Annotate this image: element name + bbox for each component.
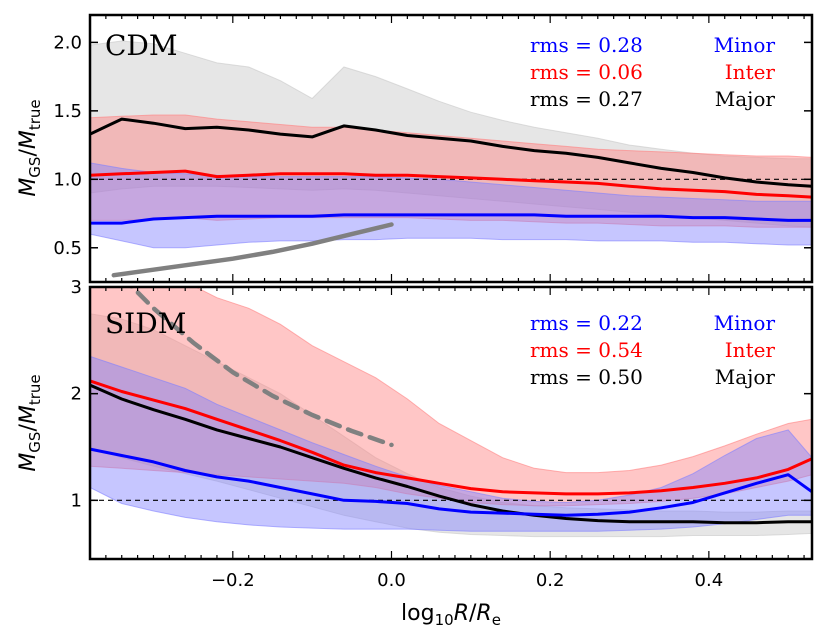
sidm-frame xyxy=(88,285,814,561)
cdm-band-minor xyxy=(90,162,812,249)
sidm-y-axis: 1 2 3 xyxy=(71,277,812,511)
cdm-line-minor xyxy=(90,213,812,225)
sidm-band-major xyxy=(90,313,812,538)
sidm-guide-curve xyxy=(129,287,394,448)
cdm-panel: 0.5 1.0 1.5 2.0 CDM rms = 0.28 Minor rms = … xyxy=(16,13,814,284)
sidm-line-inter xyxy=(90,379,812,496)
cdm-legend-major-name: Major xyxy=(715,87,776,111)
cdm-ytick-label: 2.0 xyxy=(53,32,82,53)
cdm-title: CDM xyxy=(105,29,178,62)
sidm-line-major xyxy=(90,383,812,525)
sidm-legend-major-rms: rms = 0.50 xyxy=(530,365,643,389)
sidm-y-axis-label: MGS/Mtrue xyxy=(16,374,44,471)
cdm-lines xyxy=(90,117,812,225)
cdm-frame xyxy=(88,13,814,284)
sidm-panel: 1 2 3 −0.2 0.0 0.2 0.4 SIDM rms = 0.22 Minor … xyxy=(16,277,814,629)
cdm-legend-major-rms: rms = 0.27 xyxy=(530,87,643,111)
cdm-legend-inter-rms: rms = 0.06 xyxy=(530,60,643,84)
cdm-ytick-label: 0.5 xyxy=(53,238,82,259)
sidm-ytick-label: 3 xyxy=(71,277,82,298)
cdm-line-inter xyxy=(90,169,812,199)
sidm-xtick-label: 0.2 xyxy=(536,570,565,591)
cdm-ytick-label: 1.5 xyxy=(53,101,82,122)
cdm-guide-curve xyxy=(111,222,394,278)
sidm-legend-inter-rms: rms = 0.54 xyxy=(530,338,643,362)
sidm-bands xyxy=(90,287,812,538)
sidm-band-minor xyxy=(90,355,812,532)
cdm-bands xyxy=(90,40,812,249)
sidm-title: SIDM xyxy=(105,307,186,340)
sidm-legend: rms = 0.22 Minor rms = 0.54 Inter rms = … xyxy=(530,311,775,389)
cdm-plot-area xyxy=(90,40,812,278)
sidm-xtick-label: 0.0 xyxy=(377,570,406,591)
sidm-plot-area xyxy=(90,287,812,538)
cdm-y-axis-label: MGS/Mtrue xyxy=(16,99,44,196)
cdm-ytick-label: 1.0 xyxy=(53,169,82,190)
cdm-legend-minor-rms: rms = 0.28 xyxy=(530,33,643,57)
sidm-legend-inter-name: Inter xyxy=(725,338,776,362)
sidm-ytick-label: 1 xyxy=(71,490,82,511)
sidm-legend-minor-name: Minor xyxy=(714,311,776,335)
sidm-xtick-label: −0.2 xyxy=(211,570,255,591)
sidm-line-minor xyxy=(90,447,812,517)
sidm-legend-major-name: Major xyxy=(715,365,776,389)
cdm-y-axis: 0.5 1.0 1.5 2.0 xyxy=(53,32,812,259)
cdm-legend-minor-name: Minor xyxy=(714,33,776,57)
cdm-legend-inter-name: Inter xyxy=(725,60,776,84)
sidm-xtick-label: 0.4 xyxy=(695,570,724,591)
sidm-lines xyxy=(90,379,812,525)
x-axis-label: log10R/Re xyxy=(401,601,501,629)
cdm-band-major xyxy=(90,40,812,228)
sidm-legend-minor-rms: rms = 0.22 xyxy=(530,311,643,335)
sidm-band-inter xyxy=(90,287,812,507)
cdm-legend: rms = 0.28 Minor rms = 0.06 Inter rms = … xyxy=(530,33,775,111)
cdm-line-major xyxy=(90,117,812,188)
cdm-x-ticks xyxy=(105,15,805,282)
sidm-ytick-label: 2 xyxy=(71,384,82,405)
sidm-x-axis: −0.2 0.0 0.2 0.4 xyxy=(105,287,805,591)
